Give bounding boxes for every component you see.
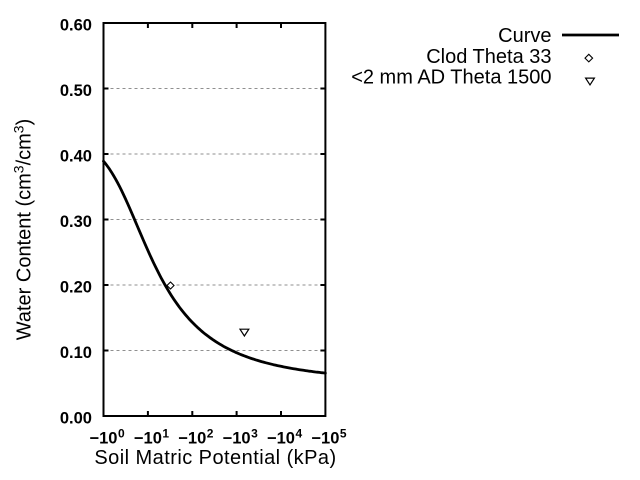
svg-text:0.30: 0.30	[60, 213, 92, 231]
svg-text:Clod Theta 33: Clod Theta 33	[426, 46, 551, 68]
svg-text:Water Content (cm3/cm3): Water Content (cm3/cm3)	[11, 119, 36, 341]
svg-text:−10: −10	[311, 430, 339, 448]
svg-text:1: 1	[162, 427, 169, 441]
svg-text:−10: −10	[90, 430, 118, 448]
svg-text:0.00: 0.00	[60, 410, 92, 428]
svg-text:0.20: 0.20	[60, 279, 92, 297]
svg-text:0.50: 0.50	[60, 82, 92, 100]
svg-text:4: 4	[296, 427, 303, 441]
svg-text:−10: −10	[223, 430, 251, 448]
svg-text:0.60: 0.60	[60, 17, 92, 35]
svg-text:−10: −10	[178, 430, 206, 448]
svg-text:−10: −10	[267, 430, 295, 448]
svg-text:5: 5	[340, 427, 347, 441]
svg-text:0.40: 0.40	[60, 148, 92, 166]
svg-text:2: 2	[207, 427, 214, 441]
svg-text:0: 0	[118, 427, 125, 441]
svg-text:<2 mm AD Theta 1500: <2 mm AD Theta 1500	[351, 67, 551, 89]
svg-text:−10: −10	[134, 430, 162, 448]
svg-text:3: 3	[251, 427, 258, 441]
svg-text:Soil Matric Potential (kPa): Soil Matric Potential (kPa)	[94, 447, 336, 469]
svg-text:0.10: 0.10	[60, 344, 92, 362]
svg-text:Curve: Curve	[498, 25, 551, 47]
